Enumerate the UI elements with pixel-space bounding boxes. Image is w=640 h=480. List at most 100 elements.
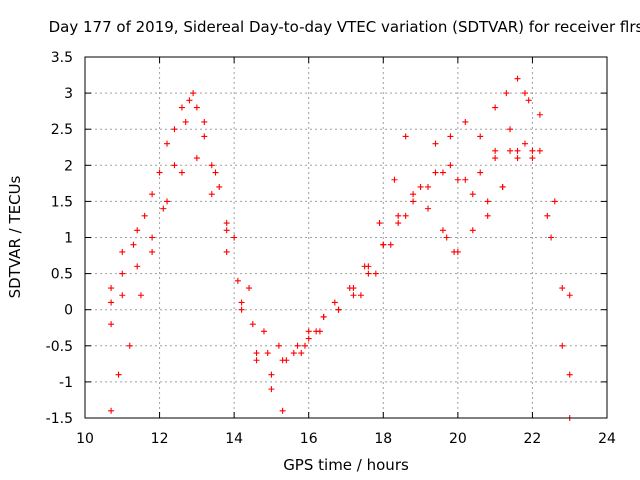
data-point (126, 342, 133, 349)
y-tick-label: 2.5 (51, 122, 73, 138)
y-axis-title: SDTVAR / TECUs (6, 175, 24, 298)
data-point (529, 155, 536, 162)
data-point (190, 90, 197, 97)
x-tick-label: 14 (225, 431, 243, 447)
data-point (507, 126, 514, 133)
data-point (499, 183, 506, 190)
data-point (246, 285, 253, 292)
data-point (212, 169, 219, 176)
data-point (164, 140, 171, 147)
data-point (201, 133, 208, 140)
y-tick-label: 1 (64, 231, 73, 247)
data-point (223, 220, 230, 227)
data-point (410, 191, 417, 198)
y-tick-label: -1 (59, 375, 73, 391)
plot-frame (84, 56, 608, 419)
data-point (365, 263, 372, 270)
series-sat-k (492, 75, 573, 421)
series-sat-j (443, 147, 573, 378)
data-point (301, 342, 308, 349)
data-point (149, 191, 156, 198)
data-point (357, 292, 364, 299)
data-point (350, 285, 357, 292)
data-point (454, 176, 461, 183)
data-point (164, 198, 171, 205)
data-point (335, 306, 342, 313)
data-point (477, 169, 484, 176)
data-point (149, 248, 156, 255)
series-sat-g (335, 147, 536, 313)
data-point (208, 191, 215, 198)
data-point (320, 313, 327, 320)
data-point (503, 90, 510, 97)
data-point (119, 270, 126, 277)
data-point (536, 111, 543, 118)
data-point (566, 292, 573, 299)
data-point (551, 198, 558, 205)
data-point (186, 97, 193, 104)
y-tick-label: 2 (64, 158, 73, 174)
data-point (253, 350, 260, 357)
data-point (305, 328, 312, 335)
data-point (477, 133, 484, 140)
data-point (391, 176, 398, 183)
y-tick-label: 0.5 (51, 267, 73, 283)
data-point (559, 342, 566, 349)
data-point (249, 321, 256, 328)
data-point (130, 241, 137, 248)
data-point (305, 335, 312, 342)
data-point (395, 212, 402, 219)
y-tick-label: 3 (64, 86, 73, 102)
data-point (149, 234, 156, 241)
x-tick-label: 22 (524, 431, 542, 447)
data-point (484, 212, 491, 219)
data-point (462, 118, 469, 125)
data-point (484, 198, 491, 205)
data-point (365, 270, 372, 277)
data-point (134, 227, 141, 234)
data-point (380, 241, 387, 248)
series-sat-i (432, 90, 573, 299)
data-point (514, 147, 521, 154)
data-point (395, 220, 402, 227)
data-point (454, 248, 461, 255)
x-tick-label: 16 (300, 431, 318, 447)
series-sat-h (357, 140, 528, 299)
data-point (350, 292, 357, 299)
series-sat-e (301, 133, 409, 349)
series-sat-c (108, 155, 320, 378)
data-point (193, 155, 200, 162)
data-point (294, 342, 301, 349)
data-point (264, 350, 271, 357)
data-point (298, 350, 305, 357)
data-point (447, 162, 454, 169)
axis-layer: 10 12 14 16 18 20 22 24 -1.5 -1 -0.5 0 0.5 1 1.5 2 2.5 3 3… (46, 50, 616, 447)
data-point (432, 140, 439, 147)
data-point (566, 371, 573, 378)
data-point (410, 198, 417, 205)
data-point (134, 263, 141, 270)
data-point (268, 386, 275, 393)
data-point (108, 407, 115, 414)
data-point (469, 227, 476, 234)
data-point (525, 97, 532, 104)
x-tick-label: 18 (374, 431, 392, 447)
data-point (544, 212, 551, 219)
chart-title: Day 177 of 2019, Sidereal Day-to-day VTE… (49, 18, 640, 36)
x-tick-label: 24 (598, 431, 616, 447)
data-point (387, 241, 394, 248)
data-point (238, 299, 245, 306)
data-point (507, 147, 514, 154)
data-point (231, 234, 238, 241)
data-point (171, 162, 178, 169)
data-point (439, 227, 446, 234)
data-point (253, 357, 260, 364)
data-point (141, 212, 148, 219)
data-point (283, 357, 290, 364)
data-point (119, 292, 126, 299)
data-point (223, 227, 230, 234)
data-point (193, 104, 200, 111)
data-point (432, 169, 439, 176)
data-point (137, 292, 144, 299)
data-point (108, 299, 115, 306)
